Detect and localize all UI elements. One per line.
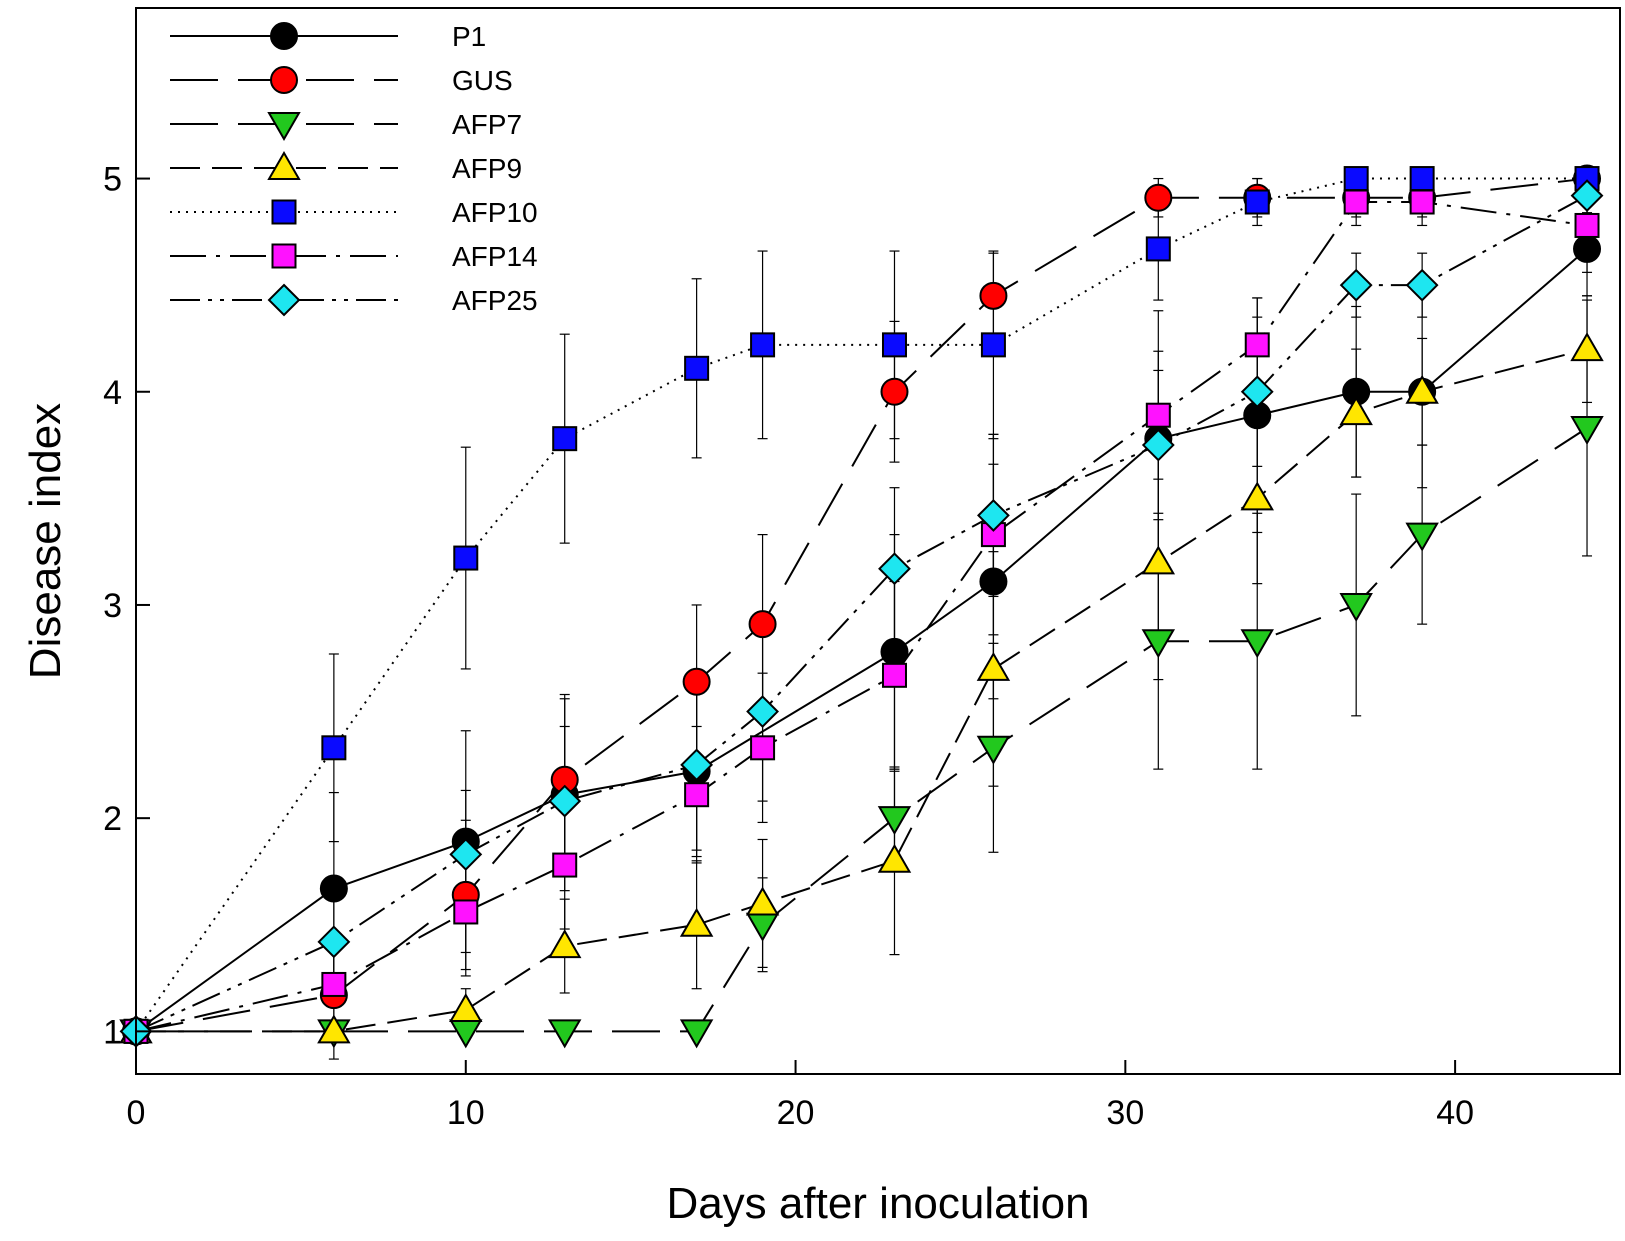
point-afp7 [1339,592,1373,622]
point-afp9 [317,1014,351,1044]
point-afp25 [449,837,483,871]
point-afp25 [746,695,779,728]
y-tick-label: 3 [103,587,122,625]
point-afp9 [877,843,912,873]
point-afp7 [877,806,912,836]
point-afp10 [1244,189,1270,215]
x-axis-title: Days after inoculation [666,1179,1089,1228]
legend-label-p1: P1 [452,21,486,52]
point-afp10 [1409,166,1435,192]
point-afp14 [552,852,578,878]
axis-ticks: 0 10 20 30 40 1 2 3 4 5 [103,161,1474,1132]
point-afp14 [1145,402,1171,428]
point-afp9 [976,651,1011,681]
legend-label-afp10: AFP10 [452,197,538,228]
legend-label-gus: GUS [452,65,513,96]
point-afp14 [1343,189,1369,215]
point-afp10 [980,332,1006,358]
point-afp9 [547,929,582,959]
point-afp9 [1405,374,1439,404]
legend-label-afp7: AFP7 [452,109,522,140]
point-afp7 [1570,416,1604,446]
point-p1 [319,874,348,903]
point-afp14 [321,971,347,997]
y-tick-label: 5 [103,161,122,199]
point-afp9 [679,907,714,937]
point-afp25 [1339,268,1373,302]
point-afp10 [552,426,578,452]
point-afp7 [1405,522,1439,552]
point-afp10 [881,332,907,358]
point-afp14 [684,782,710,808]
point-afp14 [1409,189,1435,215]
point-afp25 [1405,268,1439,302]
legend-marker-afp10 [271,199,297,225]
y-axis-title: Disease index [21,403,70,679]
point-gus [979,281,1008,310]
point-afp9 [1570,332,1604,362]
legend-marker-afp14 [271,243,297,269]
point-afp14 [453,899,479,925]
legend-marker-p1 [270,22,298,50]
legend-label-afp25: AFP25 [452,285,538,316]
plot-frame [135,7,1621,1075]
y-tick-label: 1 [103,1013,122,1051]
point-afp25 [1141,428,1175,462]
point-afp25 [1240,375,1274,409]
point-p1 [1573,234,1602,263]
point-gus [880,377,909,406]
point-afp10 [453,545,479,571]
point-afp10 [684,355,710,381]
point-afp14 [1574,212,1600,238]
legend-marker-afp25 [267,283,301,317]
point-afp25 [1570,179,1604,213]
point-afp7 [976,735,1011,765]
x-tick-label: 40 [1436,1094,1474,1132]
point-gus [1144,183,1173,212]
x-tick-label: 20 [777,1094,815,1132]
point-afp10 [1145,236,1171,262]
point-afp10 [1343,166,1369,192]
point-afp14 [1244,332,1270,358]
legend: P1 GUS AFP7 AFP9 AFP10 AFP14 AFP25 [170,21,538,317]
point-p1 [979,567,1008,596]
point-afp25 [878,552,911,586]
x-tick-label: 10 [447,1094,485,1132]
point-afp25 [680,748,714,782]
x-tick-label: 30 [1106,1094,1144,1132]
point-gus [682,667,711,696]
point-afp9 [1240,481,1274,511]
point-p1 [880,637,909,666]
point-afp10 [750,332,776,358]
legend-marker-afp7 [267,112,301,142]
point-afp9 [745,886,780,916]
legend-label-afp14: AFP14 [452,241,538,272]
point-afp10 [321,735,347,761]
point-afp7 [1141,629,1176,659]
point-afp25 [317,925,351,959]
point-afp9 [1339,396,1373,426]
y-tick-label: 2 [103,800,122,838]
point-afp7 [547,1019,582,1049]
legend-marker-gus [270,66,298,94]
point-afp7 [1240,629,1274,659]
legend-marker-afp9 [267,150,301,180]
point-afp14 [750,735,776,761]
point-afp25 [977,499,1010,532]
y-tick-label: 4 [103,374,122,412]
point-afp9 [1141,545,1176,575]
point-afp7 [679,1019,714,1049]
legend-label-afp9: AFP9 [452,153,522,184]
series-markers [119,164,1604,1049]
point-afp9 [449,993,483,1023]
point-afp25 [548,784,582,818]
point-afp14 [881,662,907,688]
x-tick-label: 0 [127,1094,146,1132]
point-gus [748,610,777,639]
